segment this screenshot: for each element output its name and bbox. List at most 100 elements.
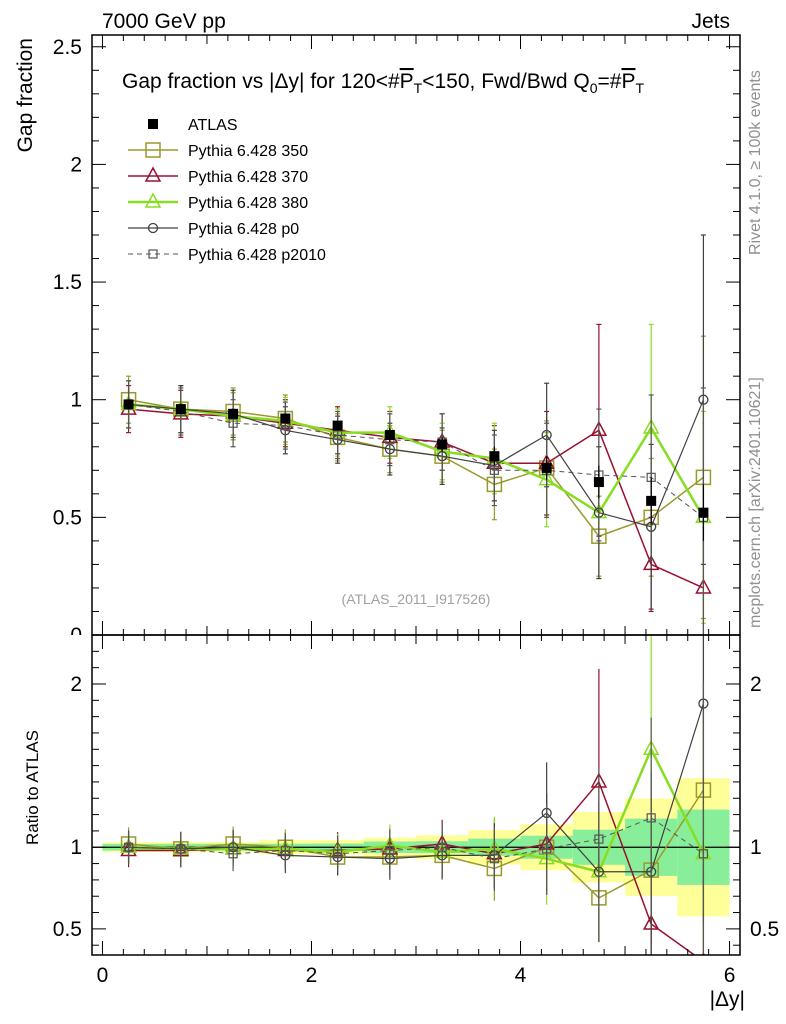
atlas-point [437, 439, 448, 450]
plot-title: Gap fraction vs |Δy| for 120<#PT<150, Fw… [122, 70, 645, 96]
ratio-series-0 [120, 635, 712, 955]
atlas-point [489, 451, 500, 462]
ratio-tick-label-right: 1 [750, 836, 762, 859]
atlas-point [228, 408, 239, 419]
series-line [128, 403, 705, 518]
series-1 [120, 323, 712, 635]
ratio-series-3 [123, 635, 709, 955]
legend-entry: Pythia 6.428 p2010 [128, 247, 326, 264]
ratio-plot-area [92, 635, 740, 955]
x-tick-label: 0 [97, 964, 109, 987]
ratio-point [646, 813, 656, 823]
ratio-series-2 [120, 635, 712, 955]
ratio-tick-label-left: 1 [70, 836, 82, 859]
atlas-point [332, 420, 343, 431]
title-t-sub-2: T [636, 80, 645, 96]
title-part-a: Gap fraction vs |Δy| for 120<# [122, 70, 400, 93]
series-2 [120, 323, 712, 624]
title-pt-2: P [621, 70, 635, 93]
legend-entry: ATLAS [148, 117, 238, 134]
data-point [228, 418, 238, 428]
series-line [128, 403, 704, 518]
ratio-panel [92, 635, 740, 955]
atlas-point [646, 495, 657, 506]
ratio-point [594, 834, 604, 844]
ratio-point [176, 844, 186, 854]
atlas-point [593, 477, 604, 488]
title-zero-sub: 0 [590, 80, 598, 96]
legend-label: ATLAS [188, 117, 238, 134]
title-pt: P [400, 70, 414, 93]
title-part-c: =# [598, 70, 622, 93]
series-3 [123, 234, 709, 610]
ratio-series-line [128, 703, 704, 873]
y-tick-label: 1.5 [53, 271, 82, 294]
axes: 0 2 4 6 0.5 1 1.5 2 2.5 0 0.5 0.5 1 1 2 2 [53, 34, 779, 987]
title-part-b: <150, Fwd/Bwd Q [422, 70, 590, 93]
legend-marker [148, 249, 158, 259]
y-tick-label: 2.5 [53, 36, 82, 59]
atlas-point [698, 507, 709, 518]
ratio-point [123, 842, 134, 852]
rivet-label: Rivet 4.1.0, ≥ 100k events [747, 70, 764, 255]
ratio-point [437, 842, 447, 852]
data-point [333, 430, 343, 440]
legend-marker [145, 142, 161, 158]
atlas-point [384, 430, 395, 440]
ratio-point [698, 849, 709, 859]
ratio-point [542, 844, 552, 854]
ratio-series-line [128, 789, 705, 899]
legend-label: Pythia 6.428 p2010 [188, 247, 326, 264]
y-tick-label-zero: 0 [70, 624, 82, 647]
legend-label: Pythia 6.428 370 [188, 169, 308, 186]
x-tick-label: 2 [306, 964, 318, 987]
atlas-point [280, 413, 291, 424]
ratio-point [333, 849, 343, 859]
main-panel [120, 234, 712, 635]
legend-label: Pythia 6.428 p0 [188, 221, 299, 238]
series-line [128, 408, 704, 589]
ratio-frame [91, 634, 741, 956]
atlas-data [123, 399, 709, 541]
ratio-point [280, 845, 290, 856]
mcplots-label: mcplots.cern.ch [arXiv:2401.10621] [747, 377, 764, 628]
legend-entry: Pythia 6.428 380 [128, 192, 308, 212]
ratio-tick-label-right: 0.5 [750, 918, 779, 941]
ratio-series-line [128, 817, 704, 860]
ratio-tick-label-left: 0.5 [53, 918, 82, 941]
legend-label: Pythia 6.428 350 [188, 143, 308, 160]
ratio-tick-label-left: 2 [70, 673, 82, 696]
header-left: 7000 GeV pp [102, 10, 226, 33]
legend-entry: Pythia 6.428 370 [128, 166, 308, 186]
y-tick-label: 1 [70, 389, 82, 412]
main-plot-area [120, 234, 712, 635]
legend-entry: Pythia 6.428 p0 [128, 221, 299, 238]
atlas-point [541, 462, 552, 473]
x-tick-label: 4 [515, 964, 527, 987]
x-axis-title: |Δy| [710, 988, 745, 1011]
y-tick-label: 0.5 [53, 506, 82, 529]
series-line [128, 398, 704, 538]
legend-marker [148, 119, 158, 129]
analysis-watermark: (ATLAS_2011_I917526) [342, 591, 491, 607]
legend-label: Pythia 6.428 380 [188, 195, 308, 212]
atlas-point [175, 404, 186, 415]
data-point [489, 465, 499, 475]
legend-marker [144, 166, 162, 182]
x-tick-label: 6 [724, 964, 736, 987]
legend-marker [144, 192, 162, 208]
title-t-sub: T [414, 80, 423, 96]
y-tick-label: 2 [70, 153, 82, 176]
header-right: Jets [691, 10, 730, 33]
ratio-tick-label-right: 2 [750, 673, 762, 696]
ratio-point [385, 845, 395, 856]
legend-marker [147, 222, 159, 234]
series-line [128, 399, 704, 528]
ratio-point [489, 854, 499, 864]
y-axis-title: Gap fraction [14, 38, 37, 152]
atlas-point [123, 399, 134, 410]
ratio-y-axis-title: Ratio to ATLAS [23, 730, 42, 845]
ratio-point [228, 849, 238, 859]
ratio-series-4 [123, 681, 709, 955]
